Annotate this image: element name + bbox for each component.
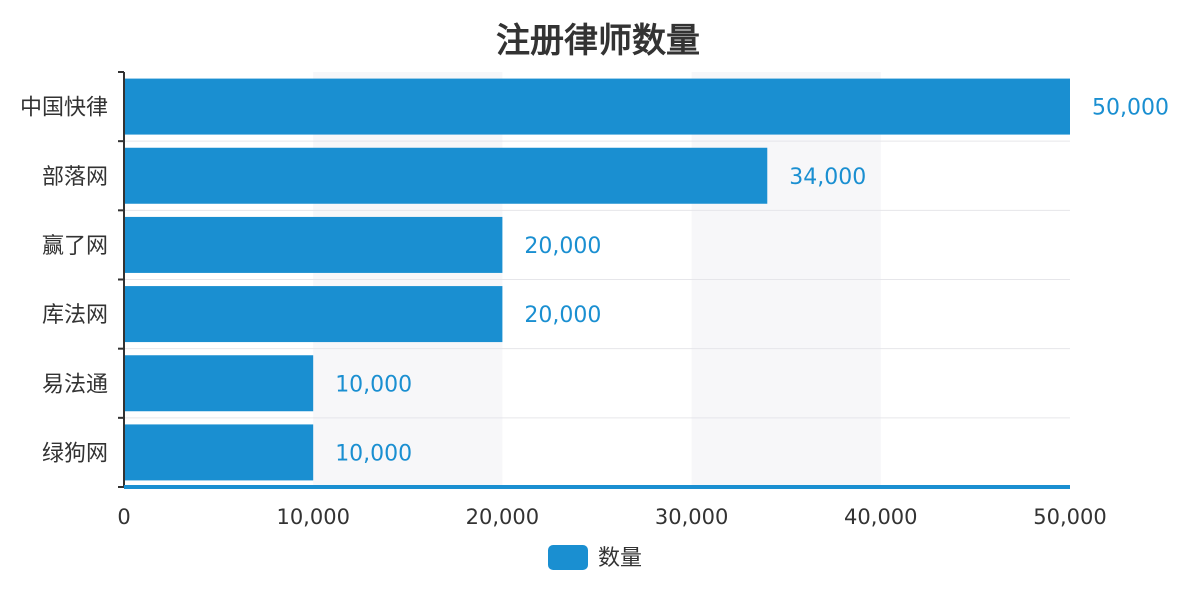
bar[interactable]: [124, 424, 314, 481]
category-label: 库法网: [42, 303, 108, 328]
data-label: 50,000: [1092, 96, 1169, 121]
legend-swatch[interactable]: [548, 545, 588, 570]
x-tick-label: 50,000: [1033, 505, 1106, 529]
bar[interactable]: [124, 78, 1070, 135]
data-label: 10,000: [335, 372, 412, 397]
chart-title: 注册律师数量: [496, 21, 700, 61]
data-label: 34,000: [789, 165, 866, 190]
x-tick-label: 40,000: [844, 505, 917, 529]
bar[interactable]: [124, 216, 503, 273]
category-label: 赢了网: [42, 234, 108, 259]
bar[interactable]: [124, 286, 503, 343]
x-tick-label: 30,000: [655, 505, 728, 529]
x-tick-label: 20,000: [466, 505, 539, 529]
category-label: 绿狗网: [42, 441, 108, 466]
category-label: 易法通: [42, 372, 108, 397]
x-tick-label: 10,000: [276, 505, 349, 529]
x-tick-label: 0: [117, 505, 130, 529]
bar[interactable]: [124, 147, 768, 204]
data-label: 10,000: [335, 441, 412, 466]
bars: 50,000 34,000 20,000 20,000 10,000 10,000: [124, 78, 1169, 481]
legend[interactable]: 数量: [548, 545, 642, 571]
legend-label[interactable]: 数量: [598, 546, 642, 571]
data-label: 20,000: [524, 303, 601, 328]
gridlines: [124, 140, 1070, 419]
data-label: 20,000: [524, 234, 601, 259]
bar[interactable]: [124, 355, 314, 412]
category-label: 部落网: [42, 165, 108, 190]
category-label: 中国快律: [20, 96, 108, 121]
